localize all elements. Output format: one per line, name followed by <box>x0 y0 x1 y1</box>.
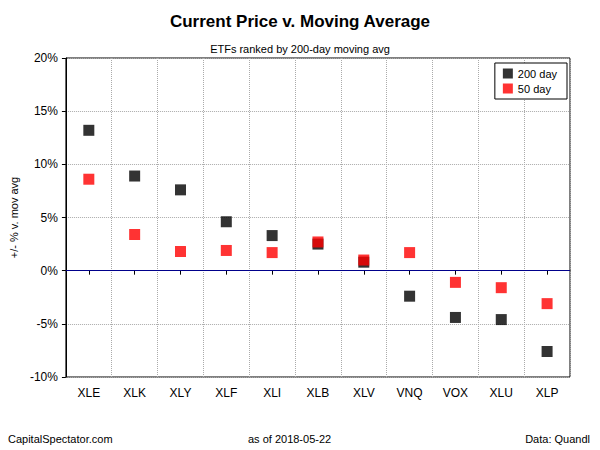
svg-text:-10%: -10% <box>30 370 58 384</box>
svg-text:XLY: XLY <box>170 386 192 400</box>
svg-text:0%: 0% <box>41 264 59 278</box>
svg-text:VNQ: VNQ <box>397 386 423 400</box>
svg-text:XLP: XLP <box>536 386 559 400</box>
svg-text:Data: Quandl: Data: Quandl <box>525 433 590 445</box>
svg-text:CapitalSpectator.com: CapitalSpectator.com <box>8 433 113 445</box>
svg-text:15%: 15% <box>34 104 58 118</box>
svg-text:XLK: XLK <box>123 386 146 400</box>
svg-text:+/- % v. mov avg: +/- % v. mov avg <box>8 177 20 258</box>
svg-text:Current Price v. Moving Averag: Current Price v. Moving Average <box>170 12 430 31</box>
svg-text:XLF: XLF <box>215 386 237 400</box>
svg-text:VOX: VOX <box>443 386 468 400</box>
svg-text:as of 2018-05-22: as of 2018-05-22 <box>248 433 331 445</box>
svg-text:XLI: XLI <box>263 386 281 400</box>
svg-text:-5%: -5% <box>37 317 59 331</box>
svg-text:20%: 20% <box>34 51 58 65</box>
svg-text:XLU: XLU <box>490 386 513 400</box>
svg-text:XLE: XLE <box>77 386 100 400</box>
svg-text:50 day: 50 day <box>518 83 552 95</box>
svg-text:ETFs ranked by 200-day moving: ETFs ranked by 200-day moving avg <box>210 43 390 55</box>
svg-text:200 day: 200 day <box>518 68 558 80</box>
svg-text:10%: 10% <box>34 157 58 171</box>
svg-text:XLV: XLV <box>353 386 375 400</box>
svg-text:XLB: XLB <box>307 386 330 400</box>
svg-text:5%: 5% <box>41 211 59 225</box>
